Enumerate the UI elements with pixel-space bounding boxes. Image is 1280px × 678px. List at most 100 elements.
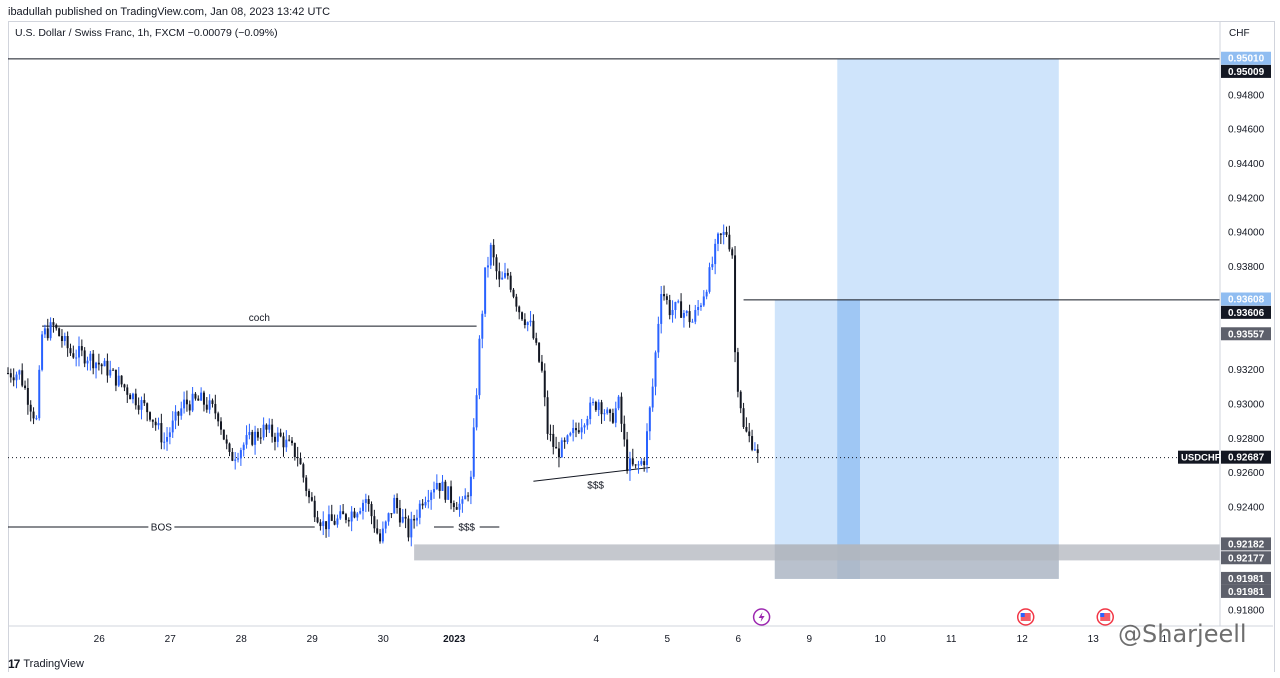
candle-body (78, 346, 80, 358)
candle-body (35, 418, 38, 420)
candle-body (646, 431, 648, 466)
x-tick-label: 6 (735, 634, 741, 645)
candle-body (49, 322, 52, 339)
y-tick-label: 0.92800 (1228, 434, 1265, 445)
candle-body (594, 401, 597, 410)
price-label: 0.93606 (1228, 308, 1265, 319)
candle-body (149, 412, 151, 420)
currency-label: CHF (1229, 28, 1250, 39)
candle-body (455, 507, 458, 510)
candle-body (572, 428, 575, 434)
candle-body (310, 497, 313, 501)
candle-body (308, 490, 311, 498)
structure-label-0: coch (249, 313, 270, 324)
y-tick-label: 0.94600 (1228, 125, 1265, 136)
candle-body (80, 346, 83, 351)
candle-body (237, 458, 240, 460)
flash-bolt (758, 612, 765, 622)
candle-body (66, 335, 69, 349)
price-label: 0.92177 (1228, 553, 1265, 564)
candle-body (254, 431, 257, 445)
candle-body (97, 362, 100, 365)
candle-body (589, 402, 592, 420)
price-label-bg (1221, 551, 1271, 565)
price-label: 0.91981 (1228, 587, 1265, 598)
candle-body (717, 233, 719, 244)
candle-body (350, 511, 353, 522)
candle-body (552, 433, 555, 447)
candle-body (677, 301, 680, 303)
candle-body (302, 464, 305, 478)
candle-body (291, 440, 293, 444)
candle-body (521, 312, 524, 320)
candle-body (756, 449, 759, 454)
candle-body (424, 501, 427, 506)
candle-body (586, 419, 589, 426)
candle-body (643, 461, 646, 466)
candle-body (248, 432, 251, 436)
candle-body (452, 503, 455, 508)
candle-body (330, 514, 333, 521)
candle-body (106, 360, 109, 376)
structure-label-bg-1 (148, 521, 175, 534)
candle-body (484, 267, 487, 314)
candle-body (606, 409, 609, 414)
candle-body (390, 513, 393, 515)
candle-body (739, 391, 742, 409)
candle-body (682, 312, 685, 318)
x-tick-label: 29 (307, 634, 319, 645)
candle-body (174, 411, 177, 421)
candle-body (339, 511, 342, 519)
candle-body (648, 407, 651, 432)
candle-body (711, 264, 714, 268)
candle-body (722, 231, 725, 235)
candle-body (92, 353, 95, 369)
price-label: 0.93608 (1228, 295, 1265, 306)
candle-body (555, 446, 558, 449)
x-tick-label: 26 (94, 634, 106, 645)
candle-body (418, 503, 421, 518)
candle-body (185, 399, 188, 405)
candle-body (450, 486, 453, 504)
candle-body (342, 511, 345, 515)
candle-body (410, 518, 413, 538)
candle-body (24, 385, 27, 389)
candle-body (327, 514, 330, 530)
candle-body (469, 476, 472, 497)
x-tick-label: 2023 (443, 634, 466, 645)
structure-label-bg-2 (453, 521, 480, 534)
candle-body (728, 234, 731, 250)
candle-body (668, 299, 671, 316)
candle-body (731, 249, 734, 256)
candle-body (699, 305, 702, 308)
candle-body (566, 435, 569, 442)
candle-body (714, 243, 717, 265)
candle-body (427, 500, 430, 502)
candle-body (299, 458, 302, 465)
candle-body (665, 296, 668, 300)
candle-body (109, 369, 112, 376)
candle-body (486, 265, 489, 268)
candle-body (146, 403, 149, 413)
candle-body (489, 244, 492, 266)
y-tick-label: 0.92400 (1228, 502, 1265, 513)
candle-body (444, 481, 447, 500)
candle-body (501, 277, 504, 280)
candle-body (180, 408, 183, 416)
candle-body (217, 413, 220, 422)
candle-body (293, 443, 296, 457)
candle-body (359, 511, 362, 514)
candle-body (86, 360, 89, 364)
candle-body (557, 448, 560, 458)
candle-body (631, 458, 634, 465)
candle-body (239, 450, 242, 459)
tradingview-logo: 17 TradingView (8, 657, 84, 671)
candle-body (697, 307, 700, 311)
candle-body (52, 322, 55, 325)
candle-body (461, 499, 464, 504)
publish-info: ibadullah published on TradingView.com, … (8, 6, 331, 18)
candle-body (316, 517, 319, 523)
candle-body (708, 267, 711, 292)
candle-body (407, 518, 410, 538)
